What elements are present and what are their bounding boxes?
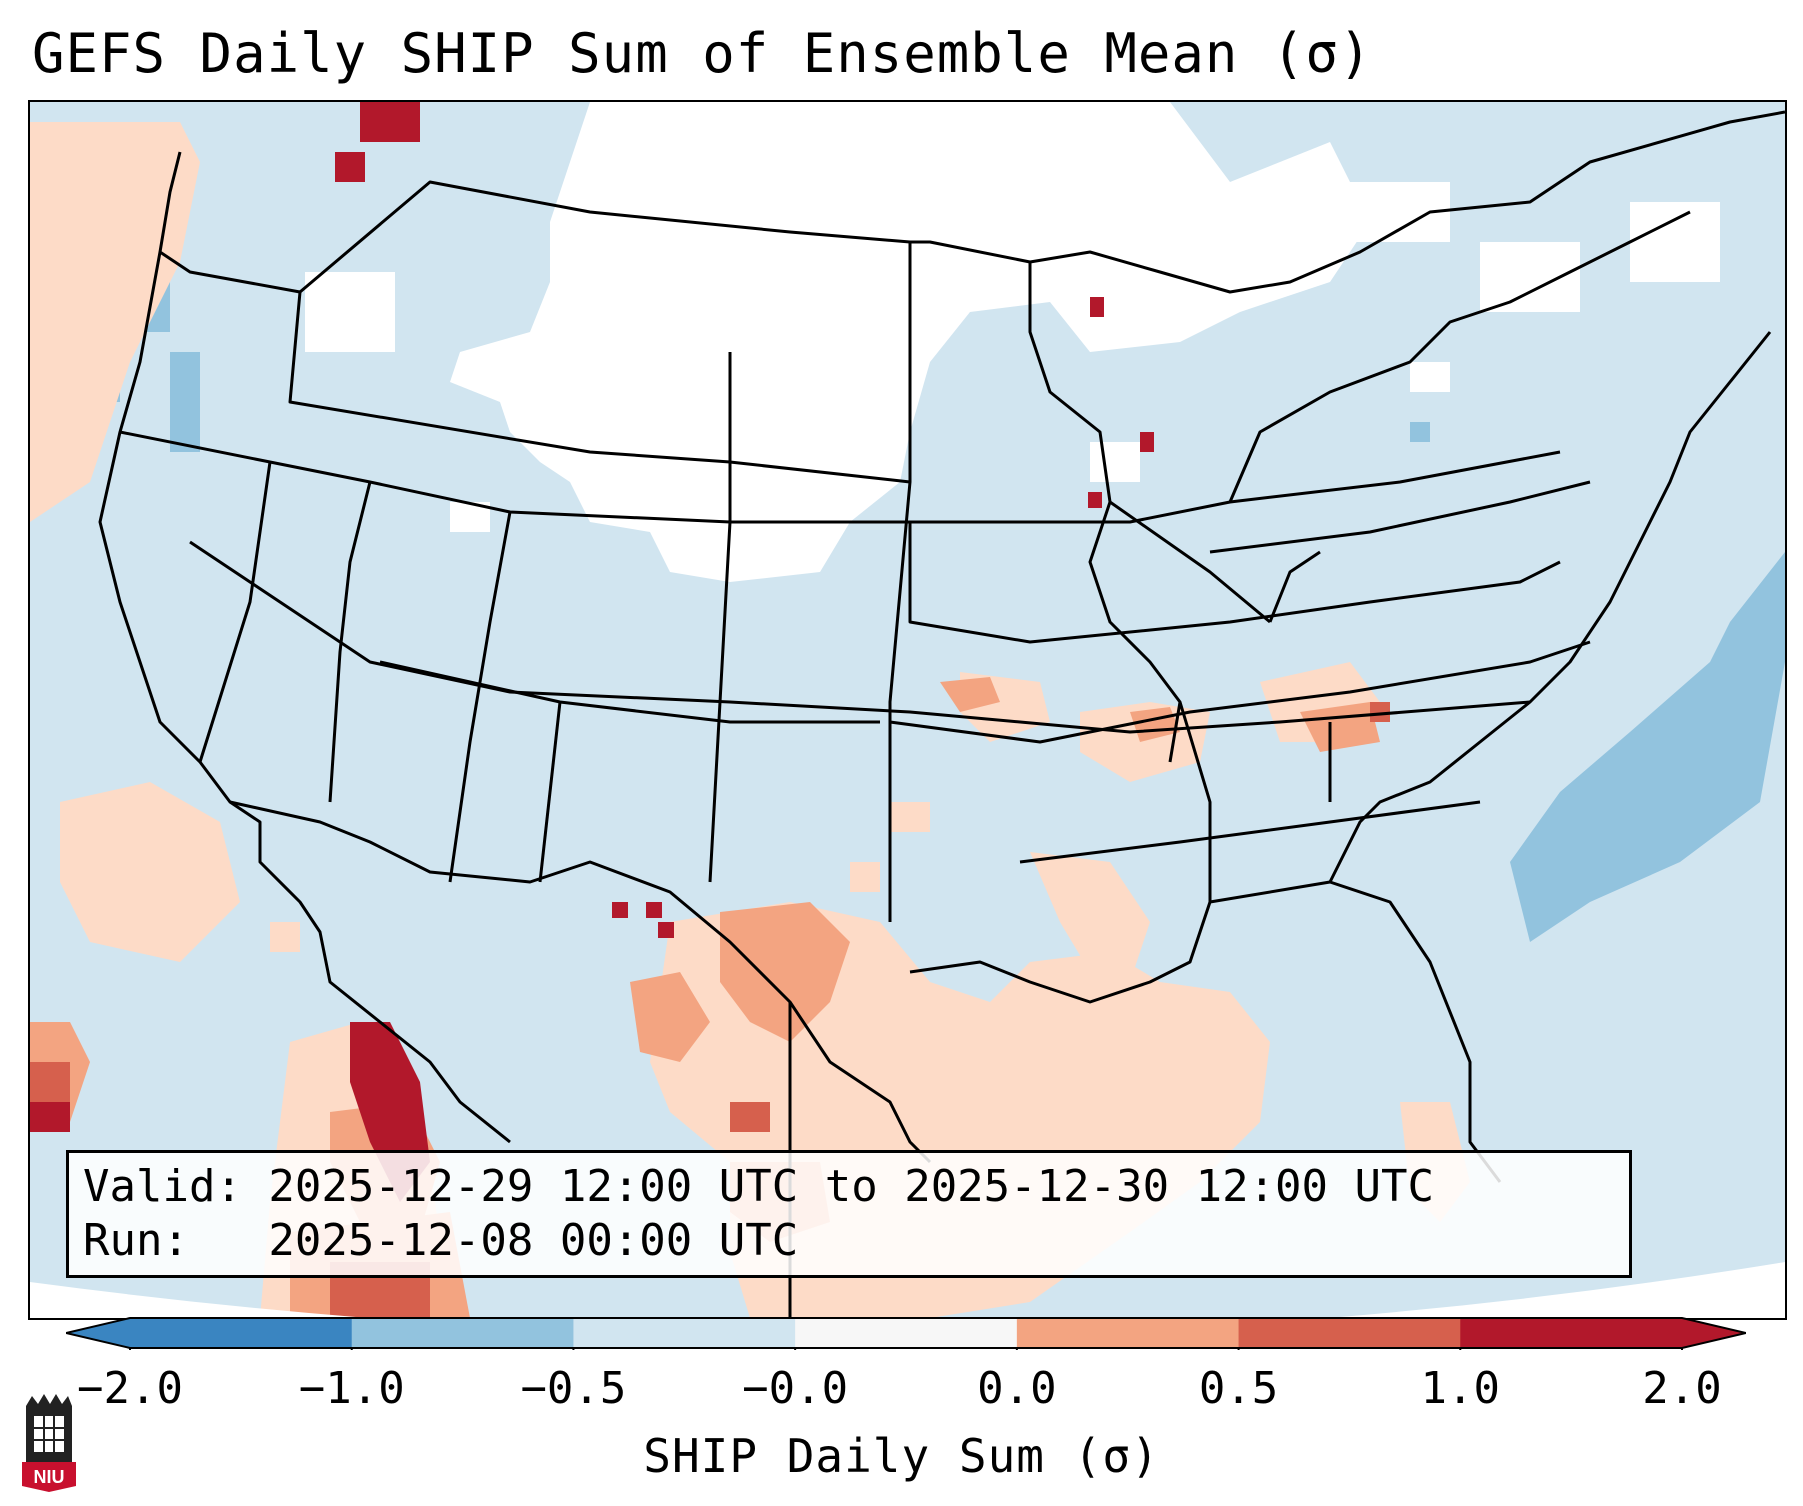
- colorbar-segment: [130, 1318, 353, 1348]
- colorbar-label: SHIP Daily Sum (σ): [643, 1429, 1160, 1483]
- colorbar-segment: [573, 1318, 796, 1348]
- colorbar-tick-label: 0.0: [977, 1363, 1057, 1414]
- colorbar-extend-high: [1682, 1318, 1746, 1348]
- colorbar-extend-low: [66, 1318, 130, 1348]
- valid-time-text: Valid: 2025-12-29 12:00 UTC to 2025-12-3…: [83, 1161, 1435, 1212]
- run-time-text: Run: 2025-12-08 00:00 UTC: [83, 1215, 799, 1266]
- colorbar-tick-label: −0.0: [742, 1363, 849, 1414]
- colorbar-tick-label: −0.5: [520, 1363, 627, 1414]
- colorbar-tick-label: 0.5: [1198, 1363, 1279, 1414]
- colorbar-segment: [1238, 1318, 1461, 1348]
- ship-anomaly-map: [30, 102, 1785, 1318]
- logo-text: NIU: [34, 1467, 65, 1487]
- state-borders: [98, 110, 1785, 1318]
- map-panel: [28, 100, 1787, 1320]
- colorbar: [66, 1317, 1746, 1350]
- colorbar-tick-label: −2.0: [77, 1363, 183, 1414]
- projection-edge: [30, 1262, 1785, 1318]
- valid-run-info-box: Valid: 2025-12-29 12:00 UTC to 2025-12-3…: [66, 1150, 1632, 1278]
- colorbar-segment: [1460, 1318, 1683, 1348]
- colorbar-segment: [795, 1318, 1018, 1348]
- colorbar-tick-label: 2.0: [1642, 1363, 1722, 1414]
- map-title: GEFS Daily SHIP Sum of Ensemble Mean (σ): [32, 22, 1373, 85]
- colorbar-segment: [351, 1318, 574, 1348]
- colorbar-tick-label: 1.0: [1420, 1363, 1501, 1414]
- colorbar-tick-label: −1.0: [298, 1363, 405, 1414]
- colorbar-segment: [1016, 1318, 1240, 1348]
- niu-castle-logo-icon: NIU: [22, 1394, 76, 1492]
